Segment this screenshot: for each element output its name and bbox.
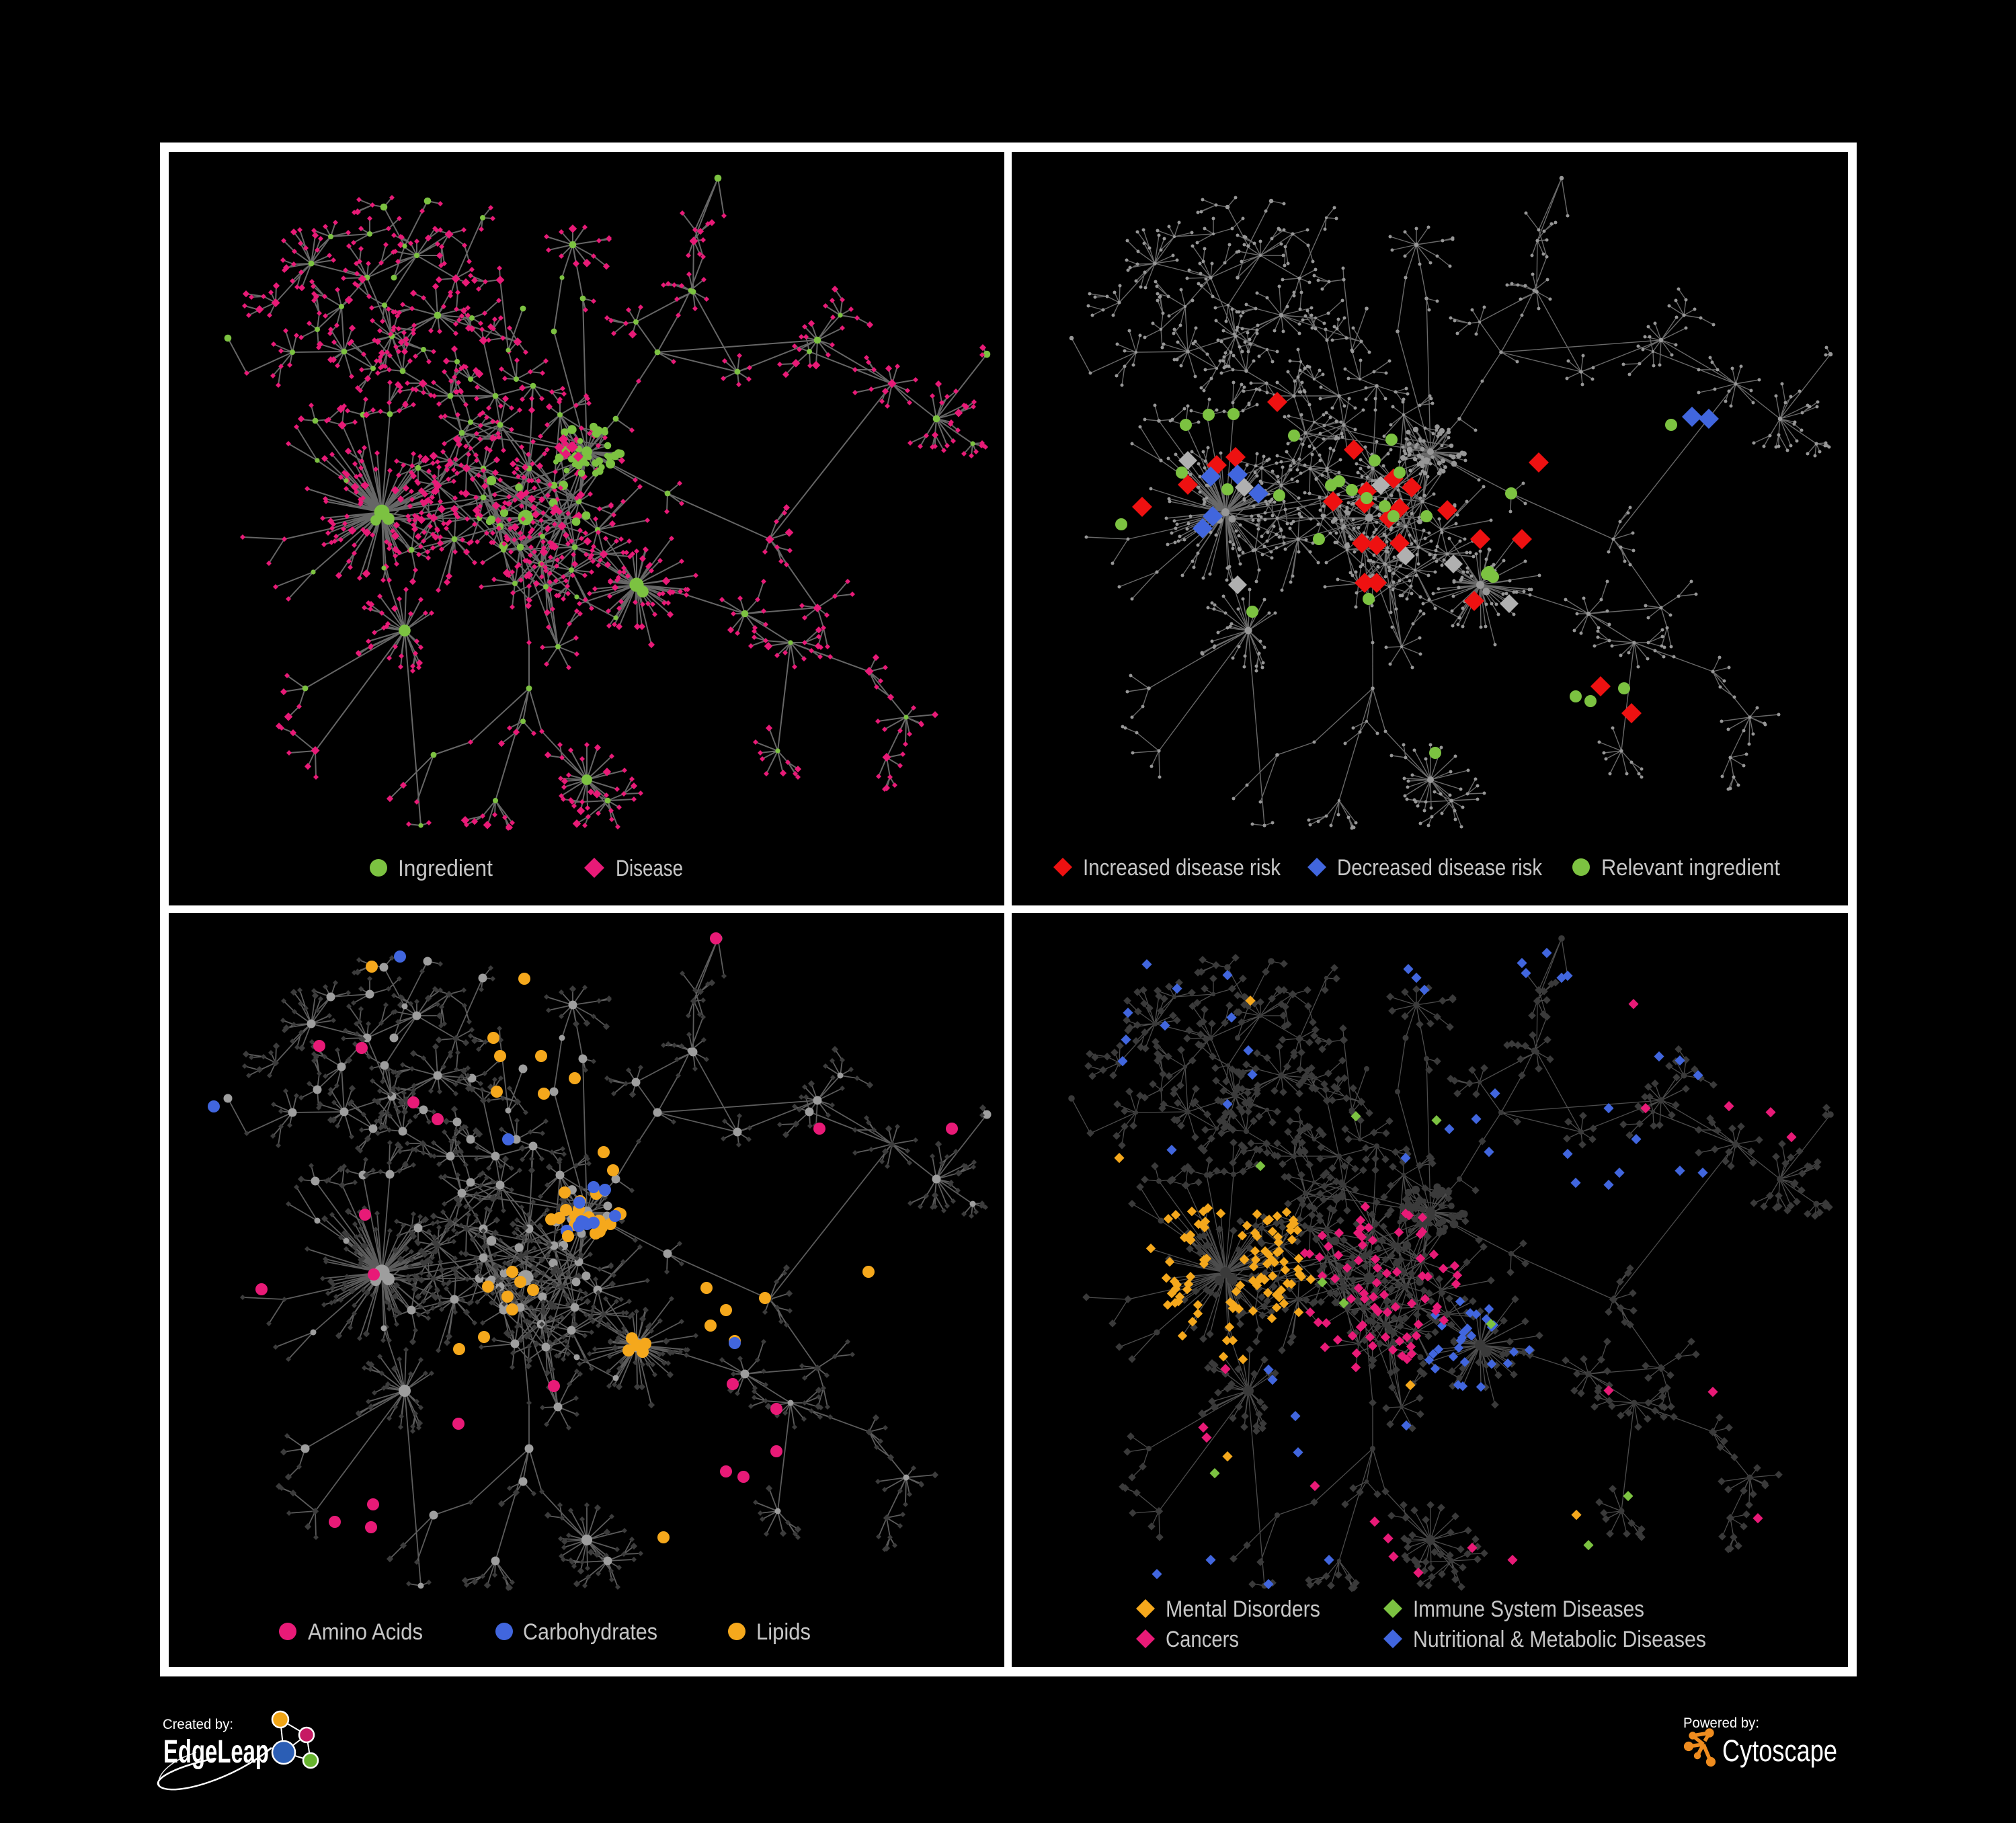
svg-text:Mental Disorders: Mental Disorders [1166,1596,1320,1622]
svg-text:EdgeLeap: EdgeLeap [163,1734,269,1770]
svg-text:Relevant ingredient: Relevant ingredient [1601,855,1781,881]
svg-text:Disease: Disease [616,856,683,881]
svg-text:Nutritional & Metabolic Diseas: Nutritional & Metabolic Diseases [1413,1627,1706,1652]
svg-text:Immune System Diseases: Immune System Diseases [1413,1596,1644,1622]
svg-text:Amino Acids: Amino Acids [308,1619,423,1645]
svg-text:Created by:: Created by: [163,1717,233,1732]
svg-text:Decreased disease risk: Decreased disease risk [1337,855,1543,881]
svg-text:Increased disease risk: Increased disease risk [1083,855,1281,881]
svg-text:Ingredient: Ingredient [398,856,493,881]
svg-text:Carbohydrates: Carbohydrates [523,1619,657,1645]
svg-text:Lipids: Lipids [756,1619,811,1645]
svg-text:Cancers: Cancers [1166,1627,1239,1652]
svg-text:Powered by:: Powered by: [1683,1715,1759,1731]
svg-text:Cytoscape: Cytoscape [1722,1734,1837,1768]
